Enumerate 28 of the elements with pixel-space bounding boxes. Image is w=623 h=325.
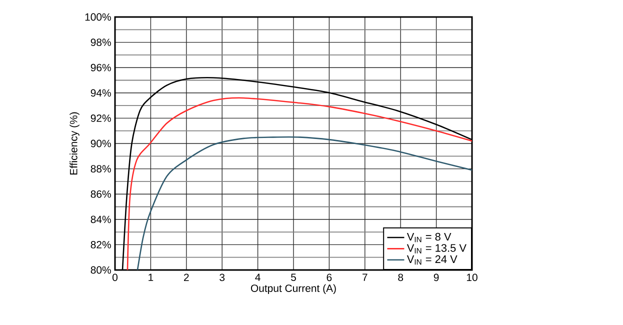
x-tick-label: 4 [255, 274, 260, 281]
legend-label: V$_{IN}$ = 24 V [406, 255, 458, 265]
y-axis-title: Efficiency (%) [70, 112, 80, 175]
y-tick-label: 94% [90, 89, 111, 97]
y-tick-label: 82% [90, 241, 111, 248]
y-tick-label: 92% [90, 114, 111, 122]
y-tick-label: 90% [90, 140, 111, 148]
legend-label: V$_{IN}$ = 13.5 V [406, 244, 466, 254]
x-axis-title: Output Current (A) [250, 284, 336, 294]
x-tick-label: 6 [326, 274, 332, 282]
y-tick-label: 84% [90, 216, 111, 224]
x-tick-label: 9 [434, 274, 439, 282]
legend-label: V$_{IN}$ = 8 V [406, 232, 452, 242]
line-series [136, 136, 472, 270]
x-tick-label: 1 [148, 274, 154, 281]
y-tick-label: 86% [90, 190, 111, 198]
x-tick-label: 3 [220, 274, 225, 282]
x-tick-label: 5 [291, 274, 296, 281]
y-tick-label: 80% [90, 266, 111, 274]
y-tick-label: 100% [85, 13, 111, 21]
x-tick-label: 10 [466, 274, 478, 282]
y-tick-label: 96% [90, 64, 111, 72]
x-tick-label: 7 [362, 274, 368, 281]
x-tick-label: 2 [184, 274, 189, 281]
y-tick-label: 98% [90, 38, 111, 46]
y-tick-label: 88% [90, 165, 111, 173]
x-tick-label: 8 [398, 274, 404, 282]
x-tick-label: 0 [112, 274, 118, 282]
